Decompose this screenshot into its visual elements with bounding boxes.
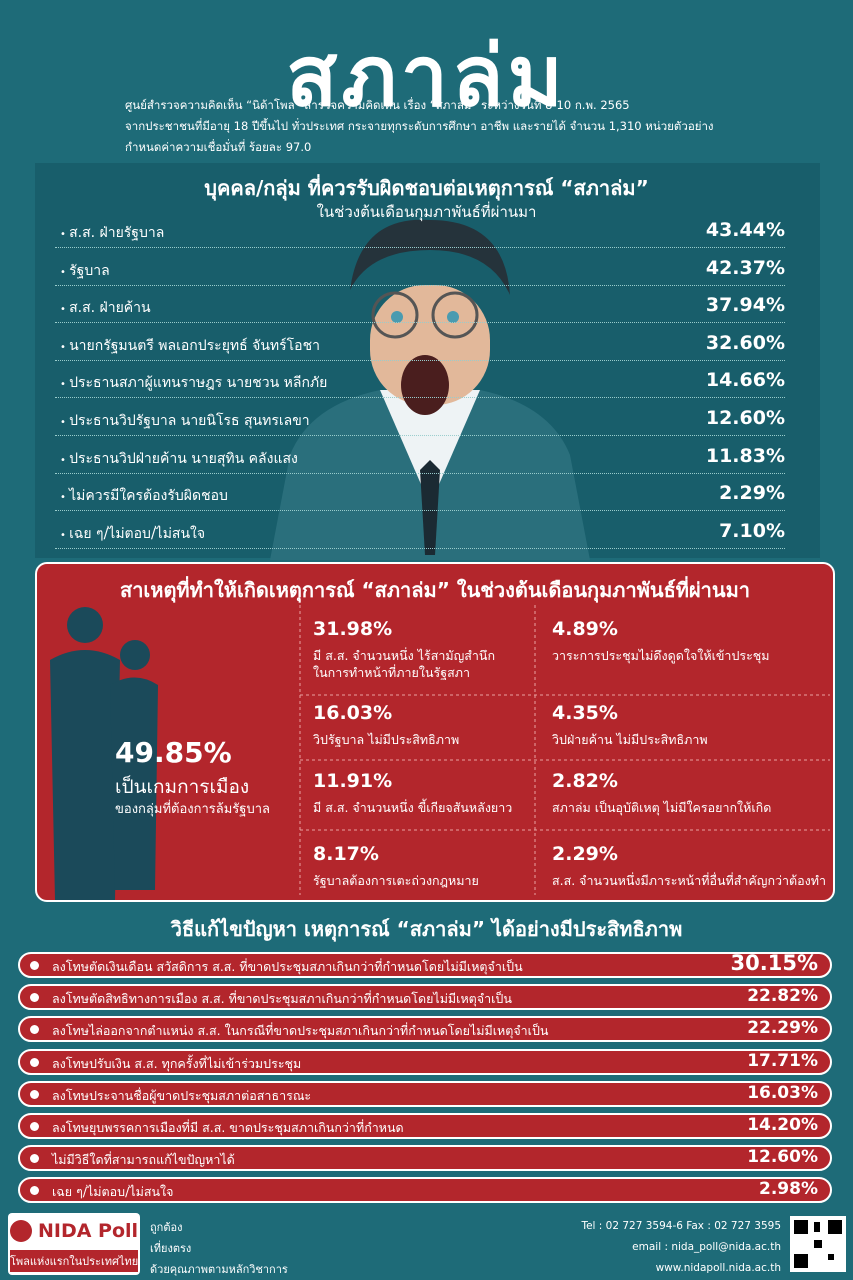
solution-value: 16.03%	[747, 1082, 818, 1103]
solution-value: 2.98%	[759, 1179, 818, 1200]
row-label: ประธานสภาผู้แทนราษฎร นายชวน หลีกภัย	[60, 372, 327, 394]
solution-bar	[18, 952, 832, 978]
row-label: ประธานวิปฝ่ายค้าน นายสุทิน คลังแสง	[60, 448, 298, 470]
solution-bar	[18, 1177, 832, 1204]
cause-text: ส.ส. จำนวนหนึ่งมีภาระหน้าที่อื่นที่สำคัญ…	[552, 873, 827, 888]
solution-bar	[18, 984, 832, 1011]
row-divider	[55, 397, 785, 399]
row-divider	[55, 547, 785, 549]
solution-bar	[18, 1048, 832, 1075]
row-label: ประธานวิปรัฐบาล นายนิโรธ สุนทรเลขา	[60, 410, 310, 432]
cause-value: 4.89%	[552, 618, 618, 640]
row-label: รัฐบาล	[60, 260, 110, 282]
row-value: 11.83%	[705, 444, 785, 467]
row-divider	[55, 322, 785, 324]
cause-value: 16.03%	[313, 702, 393, 724]
row-divider	[55, 247, 785, 248]
row-divider	[55, 359, 785, 361]
causes-panel	[35, 562, 835, 902]
solution-label: ลงโทษตัดเงินเดือน สวัสดิการ ส.ส. ที่ขาดป…	[52, 959, 523, 974]
cause-value: 2.82%	[552, 770, 618, 792]
row-label: ส.ส. ฝ่ายรัฐบาล	[60, 222, 164, 244]
solution-bar	[18, 1145, 832, 1172]
solution-label: ลงโทษไล่ออกจากตำแหน่ง ส.ส. ในกรณีที่ขาดป…	[52, 1023, 549, 1039]
row-value: 2.29%	[719, 482, 785, 505]
row-divider	[55, 435, 785, 436]
subtitle: กำหนดค่าความเชื่อมั่นที่ ร้อยละ 97.0	[125, 140, 312, 154]
subtitle: จากประชาชนที่มีอายุ 18 ปีขึ้นไป ทั่วประเ…	[125, 119, 714, 133]
subtitle: ศูนย์สำรวจความคิดเห็น “นิด้าโพล” สำรวจคว…	[125, 98, 630, 112]
row-label: นายกรัฐมนตรี พลเอกประยุทธ์ จันทร์โอชา	[60, 335, 320, 357]
solution-value: 12.60%	[747, 1147, 818, 1168]
solution-label: เฉย ๆ/ไม่ตอบ/ไม่สนใจ	[52, 1184, 174, 1200]
row-value: 42.37%	[705, 256, 785, 279]
silhouettes	[50, 607, 158, 900]
section-title: สาเหตุที่ทำให้เกิดเหตุการณ์ “สภาล่ม” ในช…	[119, 578, 750, 602]
solution-label: ลงโทษตัดสิทธิทางการเมือง ส.ส. ที่ขาดประช…	[52, 991, 512, 1007]
row-label: เฉย ๆ/ไม่ตอบ/ไม่สนใจ	[60, 523, 205, 545]
cause-text: วาระการประชุมไม่ดึงดูดใจให้เข้าประชุม	[552, 648, 770, 663]
solution-bar	[18, 1113, 832, 1139]
cause-value: 31.98%	[313, 618, 393, 640]
solution-bar	[18, 1080, 832, 1107]
main-sublabel: ของกลุ่มที่ต้องการล้มรัฐบาล	[115, 802, 270, 817]
cause-text: ในการทำหน้าที่ภายในรัฐสภา	[313, 665, 470, 680]
logo-tagline: โพลแห่งแรกในประเทศไทย	[10, 1250, 138, 1272]
section-title: บุคคล/กลุ่ม ที่ควรรับผิดชอบต่อเหตุการณ์ …	[204, 176, 649, 200]
contact: www.nidapoll.nida.ac.th	[655, 1262, 781, 1274]
row-value: 12.60%	[705, 407, 785, 429]
solution-value: 22.82%	[747, 986, 818, 1007]
logo-emblem	[10, 1220, 32, 1242]
row-divider	[55, 284, 785, 286]
cause-value: 11.91%	[313, 770, 393, 792]
cause-text: วิปฝ่ายค้าน ไม่มีประสิทธิภาพ	[552, 732, 708, 747]
solution-label: ลงโทษประจานชื่อผู้ขาดประชุมสภาต่อสาธารณะ	[52, 1087, 312, 1103]
section-title: วิธีแก้ไขปัญหา เหตุการณ์ “สภาล่ม” ได้อย่…	[170, 917, 683, 941]
grid-lines	[299, 605, 830, 895]
title: สภาล่ม	[286, 27, 567, 125]
logo-text: NIDA Poll	[38, 1220, 139, 1242]
cause-text: มี ส.ส. จำนวนหนึ่ง ขี้เกียจสันหลังยาว	[313, 800, 513, 815]
solution-value: 30.15%	[730, 951, 818, 975]
solution-value: 14.20%	[747, 1115, 818, 1135]
motto: ด้วยคุณภาพตามหลักวิชาการ	[150, 1263, 288, 1276]
row-label: ไม่ควรมีใครต้องรับผิดชอบ	[60, 485, 228, 507]
cause-text: มี ส.ส. จำนวนหนึ่ง ไร้สามัญสำนึก	[313, 648, 496, 663]
cause-value: 2.29%	[552, 843, 618, 865]
main-value: 49.85%	[115, 736, 232, 769]
solution-value: 22.29%	[747, 1018, 818, 1039]
cause-text: สภาล่ม เป็นอุบัติเหตุ ไม่มีใครอยากให้เกิ…	[552, 800, 772, 815]
qr-code	[790, 1216, 846, 1272]
row-label: ส.ส. ฝ่ายค้าน	[60, 297, 151, 319]
section-subtitle: ในช่วงต้นเดือนกุมภาพันธ์ที่ผ่านมา	[316, 203, 537, 221]
cause-value: 8.17%	[313, 843, 379, 865]
solution-bar	[18, 1016, 832, 1043]
cause-text: วิปรัฐบาล ไม่มีประสิทธิภาพ	[313, 732, 460, 747]
main-label: เป็นเกมการเมือง	[115, 776, 250, 798]
row-divider	[55, 510, 785, 512]
solution-label: ลงโทษปรับเงิน ส.ส. ทุกครั้งที่ไม่เข้าร่ว…	[52, 1055, 302, 1071]
row-value: 43.44%	[705, 219, 785, 241]
solution-value: 17.71%	[747, 1050, 818, 1071]
row-divider	[55, 472, 785, 474]
row-value: 7.10%	[719, 519, 785, 542]
man-illustration	[270, 219, 590, 560]
contact: email : nida_poll@nida.ac.th	[632, 1241, 781, 1253]
row-value: 32.60%	[705, 331, 785, 354]
solution-label: ไม่มีวิธีใดที่สามารถแก้ไขปัญหาได้	[52, 1152, 235, 1168]
motto: เที่ยงตรง	[150, 1242, 192, 1255]
contact: Tel : 02 727 3594-6 Fax : 02 727 3595	[581, 1220, 781, 1232]
cause-value: 4.35%	[552, 702, 618, 724]
row-value: 14.66%	[705, 369, 785, 392]
cause-text: รัฐบาลต้องการเตะถ่วงกฎหมาย	[313, 873, 479, 888]
row-value: 37.94%	[705, 294, 785, 317]
motto: ถูกต้อง	[150, 1221, 183, 1234]
solution-label: ลงโทษยุบพรรคการเมืองที่มี ส.ส. ขาดประชุม…	[52, 1120, 404, 1135]
